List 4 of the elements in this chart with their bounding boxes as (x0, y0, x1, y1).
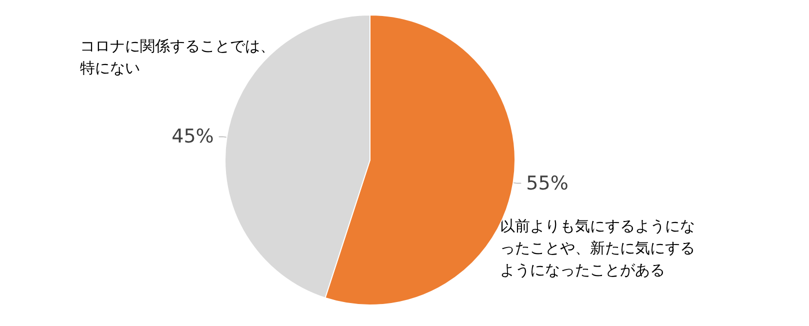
slice-label: コロナに関係することでは、特にない (80, 37, 275, 77)
data-label: 45% (172, 126, 214, 148)
slice-label: 以前よりも気にするようになったことや、新たに気にするようになったことがある (500, 217, 695, 279)
data-label: 55% (526, 172, 568, 194)
